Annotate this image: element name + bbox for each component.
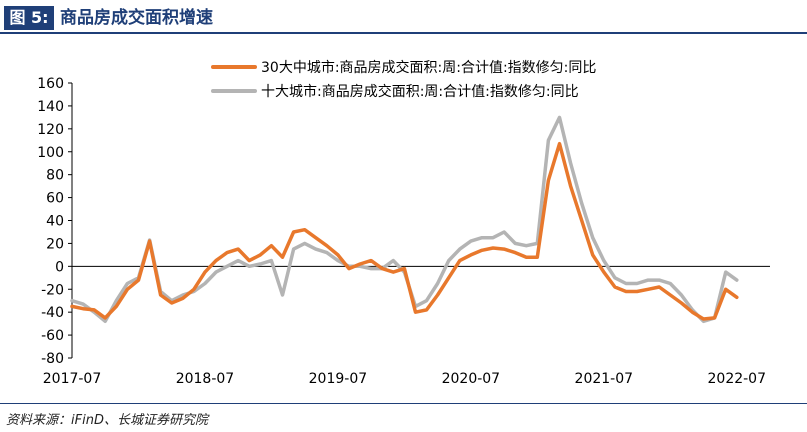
footer-rule [0,403,807,404]
header-rule [0,32,807,34]
figure-label: 图 5: [4,6,54,30]
x-tick-label: 2018-07 [176,371,235,387]
y-tick-label: 40 [46,214,64,230]
y-tick-label: 60 [46,191,64,207]
chart-axes: -80 -60 -40 -20 0 20 40 60 80 100 120 140 160 2017-07… [37,76,770,387]
x-tick-label: 2021-07 [575,371,634,387]
line-chart: 30大中城市:商品房成交面积:周:合计值:指数修匀:同比十大城市:商品房成交面积… [37,59,770,387]
y-tick-label: -80 [41,351,64,367]
figure-title: 商品房成交面积增速 [60,8,213,28]
y-tick-label: 120 [37,122,64,138]
x-tick-label: 2020-07 [442,371,501,387]
figure-header: 图 5: 商品房成交面积增速 [0,0,807,36]
y-tick-label: 100 [37,145,64,161]
legend-label: 30大中城市:商品房成交面积:周:合计值:指数修匀:同比 [261,59,596,76]
x-tick-label: 2022-07 [708,371,767,387]
y-tick-label: 0 [55,259,64,275]
y-tick-label: -20 [41,282,64,298]
series-30-cities-line [70,141,739,321]
y-tick-label: -40 [41,305,64,321]
chart-series [70,115,739,324]
chart-legend: 30大中城市:商品房成交面积:周:合计值:指数修匀:同比十大城市:商品房成交面积… [211,59,596,100]
y-tick-label: -60 [41,328,64,344]
source-note: 资料来源：iFinD、长城证券研究院 [6,413,208,428]
y-tick-label: 140 [37,99,64,115]
y-tick-label: 20 [46,236,64,252]
legend-label: 十大城市:商品房成交面积:周:合计值:指数修匀:同比 [261,83,579,100]
y-tick-label: 80 [46,168,64,184]
x-tick-label: 2019-07 [309,371,368,387]
y-tick-label: 160 [37,76,64,92]
x-tick-label: 2017-07 [43,371,102,387]
